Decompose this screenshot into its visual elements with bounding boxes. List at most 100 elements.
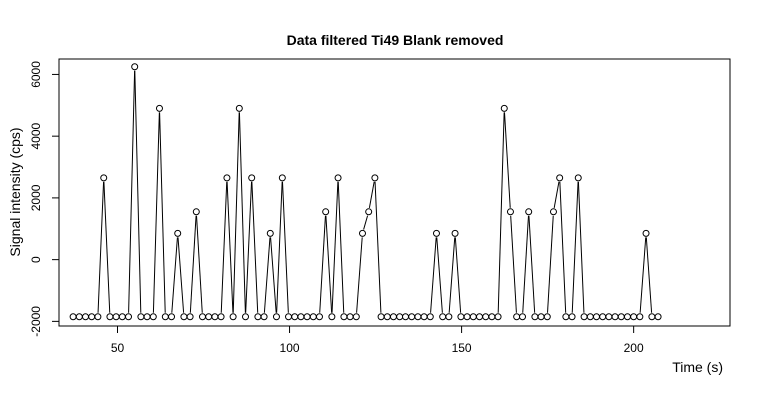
data-point — [328, 313, 336, 321]
data-point — [94, 313, 102, 321]
series-segment — [356, 237, 363, 313]
y-axis: -2000 0 2000 4000 6000 — [29, 61, 60, 337]
x-tick-label: 150 — [452, 341, 472, 355]
data-point — [439, 313, 447, 321]
data-point — [254, 313, 262, 321]
series-segment — [337, 181, 345, 313]
data-point — [630, 313, 638, 321]
data-point — [396, 313, 404, 321]
data-point — [457, 313, 465, 321]
data-point — [88, 313, 96, 321]
y-tick-label: -2000 — [29, 306, 43, 337]
data-point — [223, 174, 231, 182]
series-segment — [325, 215, 333, 313]
series-segment — [528, 215, 536, 313]
series-segment — [270, 237, 277, 313]
data-point — [174, 229, 182, 237]
data-point — [451, 229, 459, 237]
data-point — [617, 313, 625, 321]
series-segment — [504, 112, 511, 208]
series-lines — [97, 70, 653, 313]
series-segment — [196, 215, 203, 313]
x-tick-label: 50 — [111, 341, 125, 355]
data-point — [365, 208, 373, 216]
data-point — [654, 313, 662, 321]
series-segment — [454, 237, 462, 313]
data-point — [309, 313, 317, 321]
data-point — [605, 313, 613, 321]
data-point — [69, 313, 77, 321]
data-point — [322, 208, 330, 216]
data-point — [531, 313, 539, 321]
data-point — [402, 313, 410, 321]
data-point — [549, 208, 557, 216]
data-point — [580, 313, 588, 321]
series-segment — [171, 237, 178, 313]
data-point — [537, 313, 545, 321]
series-segment — [368, 181, 375, 208]
series-segment — [263, 237, 271, 313]
series-segment — [189, 215, 197, 313]
data-point — [131, 63, 139, 71]
data-point — [623, 313, 631, 321]
series-segment — [128, 70, 136, 313]
data-point — [469, 313, 477, 321]
data-point — [192, 208, 200, 216]
data-point — [205, 313, 213, 321]
data-point — [186, 313, 194, 321]
data-point — [642, 229, 650, 237]
series-segment — [177, 237, 185, 313]
data-point — [143, 313, 151, 321]
series-segment — [331, 181, 339, 313]
data-point — [377, 313, 385, 321]
data-point — [371, 174, 379, 182]
data-point — [611, 313, 619, 321]
series-segment — [430, 237, 437, 313]
data-point — [266, 229, 274, 237]
data-point — [432, 229, 440, 237]
data-point — [445, 313, 453, 321]
data-point — [586, 313, 594, 321]
series-segment — [282, 181, 289, 313]
data-point — [242, 313, 250, 321]
data-point — [315, 313, 323, 321]
data-point — [463, 313, 471, 321]
series-segment — [226, 181, 234, 313]
y-tick-label: 0 — [29, 256, 43, 263]
data-point — [235, 104, 243, 112]
series-segment — [522, 215, 529, 313]
data-point — [506, 208, 514, 216]
data-point — [100, 174, 108, 182]
data-point — [340, 313, 348, 321]
data-point — [180, 313, 188, 321]
data-point — [475, 313, 483, 321]
data-point — [272, 313, 280, 321]
data-point — [112, 313, 120, 321]
x-axis-label: Time (s) — [672, 359, 723, 375]
data-point — [211, 313, 219, 321]
data-point — [334, 174, 342, 182]
series-segment — [559, 181, 567, 313]
series-segment — [553, 181, 560, 208]
data-point — [75, 313, 83, 321]
plot-frame — [58, 58, 731, 327]
series-segment — [577, 181, 585, 313]
series-segment — [134, 70, 142, 313]
data-point — [420, 313, 428, 321]
series-segment — [245, 181, 253, 313]
data-point — [303, 313, 311, 321]
series-segment — [97, 181, 105, 313]
data-point — [636, 313, 644, 321]
data-point — [81, 313, 89, 321]
data-point — [482, 313, 490, 321]
data-point — [248, 174, 256, 182]
series-segment — [363, 215, 369, 230]
y-tick-label: 2000 — [29, 184, 43, 211]
x-axis: 50 100 150 200 — [111, 325, 644, 355]
data-point — [543, 313, 551, 321]
data-point — [568, 313, 576, 321]
data-point — [118, 313, 126, 321]
data-point — [414, 313, 422, 321]
series-points — [69, 63, 662, 321]
